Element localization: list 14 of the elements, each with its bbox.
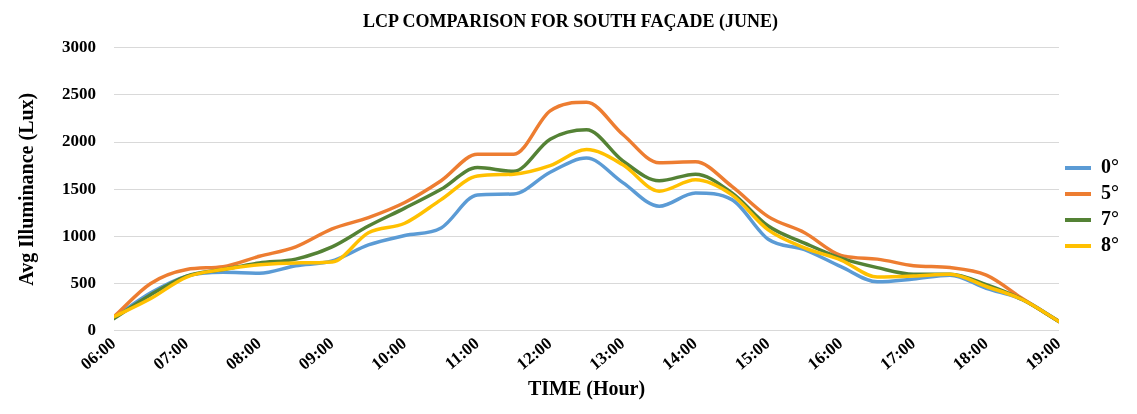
x-axis-title: TIME (Hour) (527, 377, 646, 401)
legend-label: 8° (1101, 233, 1119, 256)
y-tick-label: 0 (87, 320, 96, 340)
legend-label: 7° (1101, 207, 1119, 230)
y-tick-label: 2500 (62, 84, 96, 104)
y-tick-label: 500 (70, 273, 96, 293)
legend-label: 5° (1101, 181, 1119, 204)
y-tick-label: 3000 (62, 36, 96, 56)
y-tick-label: 1000 (62, 225, 96, 245)
chart-title: LCP COMPARISON FOR SOUTH FAÇADE (JUNE) (363, 11, 778, 33)
legend-label: 0° (1101, 155, 1119, 178)
y-tick-label: 1500 (62, 178, 96, 198)
y-axis-title: Avg Illuminance (Lux) (15, 92, 39, 286)
y-tick-label: 2000 (62, 131, 96, 151)
